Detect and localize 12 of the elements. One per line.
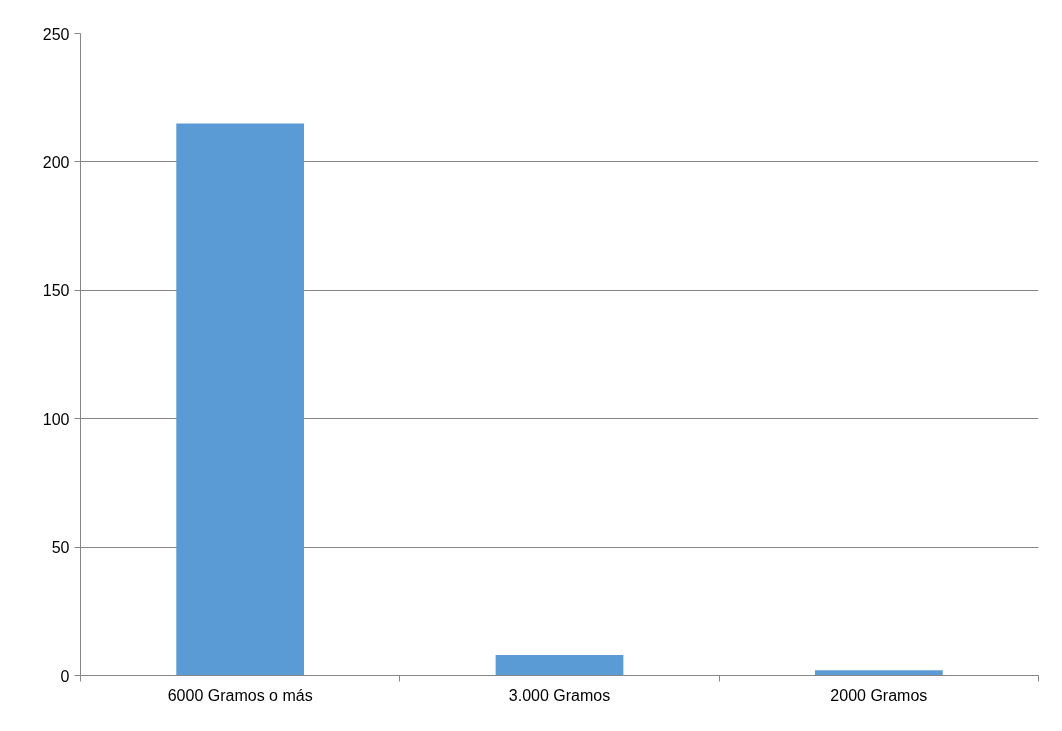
x-tick-label: 6000 Gramos o más <box>167 686 313 704</box>
y-tick-label: 250 <box>42 25 70 43</box>
y-tick-label: 150 <box>42 282 70 300</box>
y-tick-label: 100 <box>42 410 70 428</box>
x-tick-label: 3.000 Gramos <box>508 686 611 704</box>
bar <box>495 654 624 676</box>
y-tick-label: 200 <box>42 153 70 171</box>
bar <box>814 670 943 676</box>
y-tick-label: 50 <box>51 539 70 557</box>
y-tick-label: 0 <box>60 667 70 685</box>
bar <box>176 123 305 676</box>
x-tick-label: 2000 Gramos <box>830 686 928 704</box>
